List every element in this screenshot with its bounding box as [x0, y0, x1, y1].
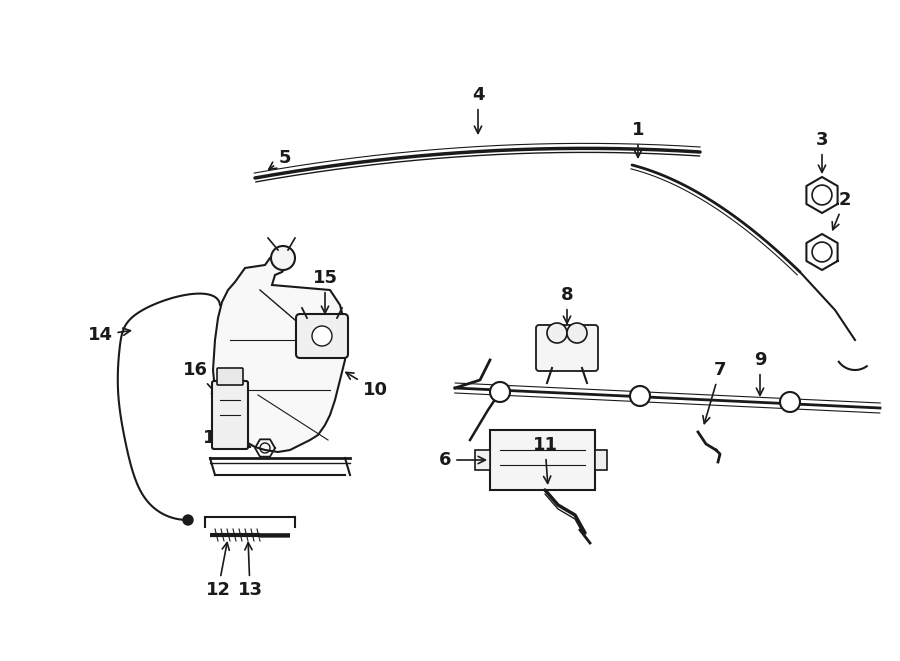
Text: 3: 3 — [815, 131, 828, 173]
FancyBboxPatch shape — [536, 325, 598, 371]
FancyBboxPatch shape — [595, 450, 607, 470]
Text: 6: 6 — [439, 451, 485, 469]
Text: 9: 9 — [754, 351, 766, 395]
Circle shape — [780, 392, 800, 412]
Text: 12: 12 — [205, 543, 230, 599]
Text: 10: 10 — [346, 372, 388, 399]
FancyBboxPatch shape — [490, 430, 595, 490]
Text: 4: 4 — [472, 86, 484, 134]
Text: 16: 16 — [183, 361, 219, 397]
Circle shape — [183, 515, 193, 525]
Text: 1: 1 — [632, 121, 644, 157]
Text: 15: 15 — [312, 269, 338, 313]
Circle shape — [630, 386, 650, 406]
Text: 8: 8 — [561, 286, 573, 323]
Text: 7: 7 — [703, 361, 726, 424]
Text: 14: 14 — [87, 326, 130, 344]
Circle shape — [547, 323, 567, 343]
FancyBboxPatch shape — [217, 368, 243, 385]
Circle shape — [271, 246, 295, 270]
Polygon shape — [213, 252, 345, 452]
Circle shape — [312, 326, 332, 346]
Text: 5: 5 — [269, 149, 292, 169]
Text: 11: 11 — [533, 436, 557, 483]
FancyBboxPatch shape — [212, 381, 248, 449]
Text: 17: 17 — [202, 429, 250, 449]
Circle shape — [567, 323, 587, 343]
Circle shape — [490, 382, 510, 402]
Text: 13: 13 — [238, 543, 263, 599]
FancyBboxPatch shape — [296, 314, 348, 358]
FancyBboxPatch shape — [475, 450, 490, 470]
Text: 2: 2 — [832, 191, 851, 230]
